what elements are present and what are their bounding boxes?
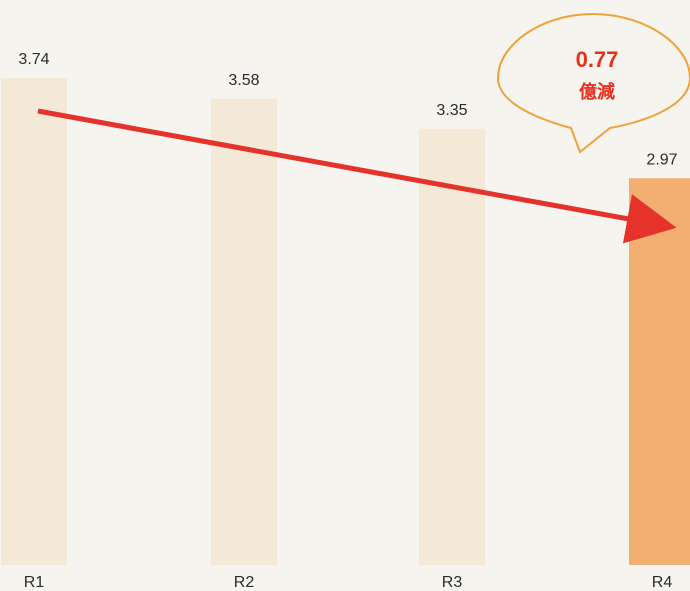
value-label-r3: 3.35 [436, 102, 467, 119]
trend-arrow-layer [37, 108, 677, 244]
x-tick-r4: R4 [652, 574, 673, 591]
callout-unit: 億減 [579, 81, 615, 103]
callout-value: 0.77 [576, 47, 619, 72]
bar-r1 [1, 78, 67, 565]
x-tick-r1: R1 [24, 574, 45, 591]
bar-r2 [211, 98, 277, 565]
change-callout: 0.77 億減 [496, 12, 690, 154]
value-labels-layer: 3.74 3.58 3.35 2.97 [18, 51, 677, 168]
callout-bubble [496, 12, 690, 154]
bar-r3 [419, 128, 485, 565]
value-label-r4: 2.97 [646, 151, 677, 168]
trend-arrow [37, 108, 677, 244]
x-tick-r2: R2 [234, 574, 255, 591]
x-tick-r3: R3 [442, 574, 463, 591]
value-label-r1: 3.74 [18, 51, 49, 68]
x-axis-ticks: R1 R2 R3 R4 [24, 574, 673, 591]
bars-layer [1, 78, 690, 565]
value-label-r2: 3.58 [228, 72, 259, 89]
bar-r4 [629, 178, 690, 565]
